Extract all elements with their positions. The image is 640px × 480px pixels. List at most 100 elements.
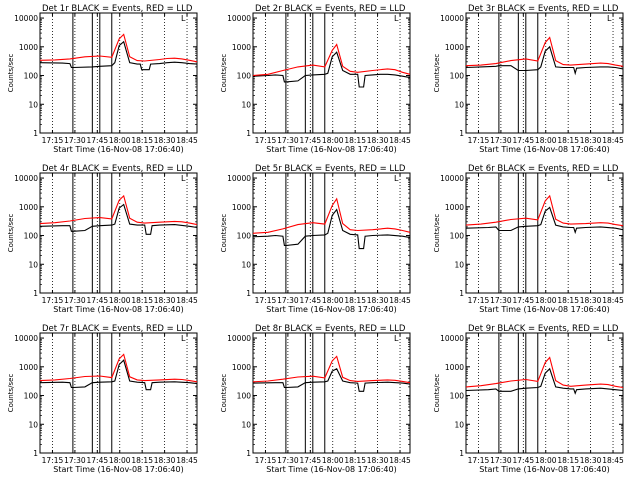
- plot-frame: [465, 12, 624, 134]
- y-tick-label: 10000: [227, 174, 251, 183]
- x-tick-label: 18:15: [557, 136, 579, 145]
- x-tick-label: 18:30: [580, 296, 602, 305]
- x-tick-label: 18:15: [344, 456, 366, 465]
- x-tick-label: 17:30: [490, 136, 512, 145]
- x-tick-label: 17:30: [64, 296, 86, 305]
- series-line-events: [39, 203, 198, 235]
- plot-frame: [39, 332, 198, 454]
- plot-title: Det 3r BLACK = Events, RED = LLD: [468, 4, 619, 14]
- x-tick-label: 17:15: [468, 296, 490, 305]
- y-tick-label: 100: [450, 392, 465, 401]
- x-tick-label: 18:45: [602, 456, 624, 465]
- x-tick-label: 17:30: [490, 456, 512, 465]
- x-tick-label: 17:15: [468, 456, 490, 465]
- corner-mark: L: [181, 334, 186, 343]
- series-line-events: [465, 45, 624, 76]
- x-tick-label: 18:30: [367, 296, 389, 305]
- y-tick-label: 100: [237, 392, 252, 401]
- series-line-lld: [39, 194, 198, 226]
- x-tick-label: 17:45: [87, 456, 109, 465]
- x-tick-label: 18:00: [109, 296, 131, 305]
- plot-title: Det 4r BLACK = Events, RED = LLD: [42, 164, 193, 174]
- x-tick-label: 17:15: [255, 136, 277, 145]
- series-line-lld: [465, 194, 624, 227]
- y-tick-label: 100: [237, 72, 252, 81]
- x-tick-label: 17:15: [42, 456, 64, 465]
- y-tick-label: 10: [28, 260, 38, 269]
- y-tick-label: 100: [237, 232, 252, 241]
- x-tick-label: 18:45: [389, 296, 411, 305]
- x-tick-label: 18:30: [367, 456, 389, 465]
- x-tick-label: 17:45: [513, 136, 535, 145]
- series-line-events: [39, 40, 198, 71]
- y-tick-label: 10: [241, 100, 251, 109]
- x-tick-label: 17:30: [277, 136, 299, 145]
- x-tick-label: 18:15: [131, 136, 153, 145]
- y-tick-label: 100: [450, 232, 465, 241]
- y-tick-label: 1000: [19, 363, 38, 372]
- y-tick-label: 1: [33, 129, 38, 138]
- x-tick-label: 18:15: [557, 296, 579, 305]
- y-tick-label: 1: [459, 449, 464, 458]
- plot-title: Det 9r BLACK = Events, RED = LLD: [468, 324, 619, 334]
- y-tick-label: 10000: [227, 334, 251, 343]
- y-tick-label: 10: [454, 100, 464, 109]
- x-tick-label: 18:45: [176, 136, 198, 145]
- y-tick-label: 1000: [445, 363, 464, 372]
- series-line-lld: [465, 36, 624, 67]
- plot-title: Det 6r BLACK = Events, RED = LLD: [468, 164, 619, 174]
- x-tick-label: 17:45: [300, 456, 322, 465]
- plot-frame: [252, 172, 411, 294]
- y-axis-label: Counts/sec: [433, 54, 441, 93]
- series-line-events: [252, 368, 411, 392]
- y-tick-label: 1000: [445, 43, 464, 52]
- x-tick-label: 17:45: [300, 296, 322, 305]
- y-axis-label: Counts/sec: [433, 374, 441, 413]
- x-tick-label: 17:45: [87, 136, 109, 145]
- x-tick-label: 18:00: [322, 296, 344, 305]
- series-line-events: [39, 359, 198, 391]
- plot-title: Det 8r BLACK = Events, RED = LLD: [255, 324, 406, 334]
- y-tick-label: 1: [246, 289, 251, 298]
- y-tick-label: 1: [459, 289, 464, 298]
- x-tick-label: 18:30: [367, 136, 389, 145]
- x-tick-label: 17:30: [490, 296, 512, 305]
- plot-frame: [252, 332, 411, 454]
- x-axis-label: Start Time (16-Nov-08 17:06:40): [53, 305, 183, 314]
- x-tick-label: 18:30: [154, 296, 176, 305]
- x-axis-label: Start Time (16-Nov-08 17:06:40): [266, 305, 396, 314]
- y-tick-label: 1: [33, 289, 38, 298]
- corner-mark: L: [181, 14, 186, 23]
- x-tick-label: 18:45: [602, 296, 624, 305]
- y-tick-label: 10: [28, 420, 38, 429]
- x-tick-label: 18:15: [131, 456, 153, 465]
- series-line-lld: [465, 356, 624, 389]
- x-tick-label: 17:30: [277, 456, 299, 465]
- x-tick-label: 18:00: [535, 296, 557, 305]
- y-tick-label: 100: [24, 232, 39, 241]
- x-tick-label: 17:30: [64, 136, 86, 145]
- plot-title: Det 7r BLACK = Events, RED = LLD: [42, 324, 193, 334]
- x-tick-label: 17:45: [300, 136, 322, 145]
- y-tick-label: 1000: [19, 43, 38, 52]
- series-line-lld: [252, 43, 411, 77]
- series-line-lld: [39, 33, 198, 63]
- plot-frame: [39, 172, 198, 294]
- x-tick-label: 18:00: [535, 136, 557, 145]
- series-line-events: [465, 206, 624, 235]
- x-tick-label: 18:00: [109, 136, 131, 145]
- y-tick-label: 10: [28, 100, 38, 109]
- x-tick-label: 18:45: [389, 456, 411, 465]
- series-line-events: [252, 208, 411, 250]
- y-tick-label: 10: [454, 260, 464, 269]
- y-tick-label: 1000: [19, 203, 38, 212]
- x-tick-label: 17:15: [468, 136, 490, 145]
- x-tick-label: 18:45: [176, 296, 198, 305]
- corner-mark: L: [607, 174, 612, 183]
- y-tick-label: 10000: [440, 174, 464, 183]
- x-tick-label: 17:30: [64, 456, 86, 465]
